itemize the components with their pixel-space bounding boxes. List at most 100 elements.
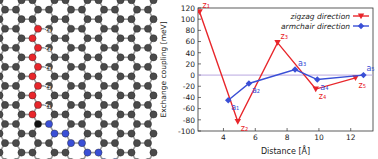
y-tick-label: 80 <box>185 26 195 35</box>
y-tick-label: 100 <box>181 15 196 24</box>
atom <box>12 120 19 127</box>
atom <box>84 111 91 118</box>
atom <box>34 82 41 89</box>
lattice-label: z₅ <box>44 26 51 34</box>
atom <box>133 63 140 70</box>
atom <box>12 82 19 89</box>
atom <box>34 6 41 13</box>
point <box>198 9 203 15</box>
figure: z₁z₂z₃z₄z₅a₁a₂a₃a₄a₅-100-80-60-40-200204… <box>0 0 378 159</box>
atom <box>128 149 135 156</box>
atom <box>128 16 135 23</box>
atom <box>144 25 151 32</box>
atom <box>117 130 124 137</box>
atom <box>78 6 85 13</box>
atom <box>51 111 58 118</box>
atom <box>62 16 69 23</box>
atom <box>144 139 151 146</box>
atom <box>18 35 25 42</box>
atom <box>84 73 91 80</box>
atom <box>95 92 102 99</box>
atom <box>18 73 25 80</box>
atom <box>67 101 74 108</box>
chart: -100-80-60-40-200204060801001204681012Di… <box>159 1 375 156</box>
atom <box>100 82 107 89</box>
atom <box>133 44 140 51</box>
point-label: a₃ <box>298 59 306 68</box>
atom <box>29 54 36 61</box>
atom <box>51 130 58 137</box>
atom <box>133 139 140 146</box>
atom <box>0 130 3 137</box>
point-label: a₄ <box>320 83 328 92</box>
atom <box>150 130 157 137</box>
y-tick <box>198 63 201 64</box>
atom <box>1 139 8 146</box>
y-tick-label: 120 <box>181 4 196 13</box>
atom <box>111 63 118 70</box>
atom <box>78 82 85 89</box>
atom <box>100 44 107 51</box>
atom <box>111 25 118 32</box>
y-tick-label: -100 <box>178 127 195 136</box>
atom <box>0 149 3 156</box>
atom <box>67 120 74 127</box>
atom <box>34 139 41 146</box>
atom <box>12 6 19 13</box>
y-axis-label: Exchange coupling [meV] <box>159 21 168 117</box>
atom <box>0 54 3 61</box>
lattice: z₁z₂z₃z₄z₅a₁a₂a₃a₄a₅ <box>0 0 157 159</box>
atom <box>117 35 124 42</box>
atom <box>128 111 135 118</box>
x-tick <box>223 128 224 131</box>
y-tick <box>198 19 201 20</box>
atom <box>95 16 102 23</box>
y-tick <box>198 108 201 109</box>
atom <box>78 101 85 108</box>
atom <box>67 6 74 13</box>
y-tick <box>198 131 201 132</box>
atom <box>1 63 8 70</box>
atom <box>133 6 140 13</box>
atom <box>51 92 58 99</box>
x-tick-label: 4 <box>221 133 226 142</box>
atom <box>12 25 19 32</box>
atom <box>18 92 25 99</box>
atom <box>144 101 151 108</box>
atom <box>84 0 91 4</box>
atom <box>95 130 102 137</box>
atom <box>150 92 157 99</box>
series-line <box>228 70 363 101</box>
atom <box>100 63 107 70</box>
lattice-label: a₃ <box>86 142 94 150</box>
atom <box>128 0 135 4</box>
atom <box>0 16 3 23</box>
atom <box>128 35 135 42</box>
zero-line <box>198 75 373 76</box>
y-tick <box>198 97 201 98</box>
point-label: z₄ <box>319 92 326 101</box>
atom <box>29 130 36 137</box>
atom <box>84 149 91 156</box>
atom <box>78 25 85 32</box>
atom <box>100 101 107 108</box>
atom <box>1 6 8 13</box>
point-label: z₃ <box>281 32 288 41</box>
atom <box>1 25 8 32</box>
atom <box>51 0 58 4</box>
y-tick-label: 40 <box>185 49 195 58</box>
atom <box>62 73 69 80</box>
atom <box>117 92 124 99</box>
atom <box>12 63 19 70</box>
atom <box>18 0 25 4</box>
atom <box>29 92 36 99</box>
point-label: a₂ <box>252 86 260 95</box>
atom <box>12 139 19 146</box>
atom <box>18 54 25 61</box>
atom <box>150 0 157 4</box>
atom <box>100 6 107 13</box>
atom <box>34 120 41 127</box>
lattice-label: z₄ <box>44 45 51 53</box>
atom <box>144 44 151 51</box>
atom <box>128 92 135 99</box>
